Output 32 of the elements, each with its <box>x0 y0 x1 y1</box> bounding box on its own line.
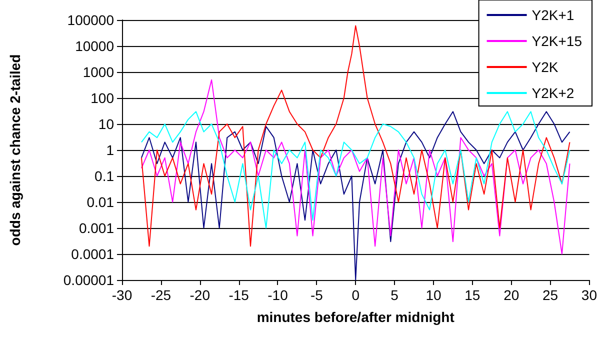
line-series <box>140 111 570 280</box>
y-axis-title: odds against chance 2-tailed <box>7 54 23 246</box>
legend-label: Y2K <box>532 59 559 75</box>
y-tick-label: 0.001 <box>78 220 114 236</box>
y-tick-label: 0.1 <box>94 168 114 184</box>
x-tick-label: -20 <box>190 287 210 303</box>
x-tick-label: -25 <box>150 287 172 303</box>
x-tick-label: 10 <box>426 287 442 303</box>
y-tick-label: 10 <box>98 116 114 132</box>
x-tick-label: 25 <box>542 287 558 303</box>
legend-label: Y2K+2 <box>532 85 574 101</box>
x-tick-label: -30 <box>112 287 132 303</box>
y-tick-label: 100000 <box>67 12 114 28</box>
legend-label: Y2K+1 <box>532 7 574 23</box>
y-tick-label: 100 <box>90 90 114 106</box>
legend-label: Y2K+15 <box>532 33 582 49</box>
x-tick-label: -10 <box>268 287 288 303</box>
x-tick-label: 30 <box>581 287 598 303</box>
y-tick-label: 0.00001 <box>63 272 114 288</box>
y-tick-label: 0.0001 <box>71 246 114 262</box>
y-tick-label: 0.01 <box>86 194 114 210</box>
line-series <box>140 111 570 228</box>
x-tick-label: 20 <box>504 287 520 303</box>
x-tick-label: 15 <box>464 287 480 303</box>
x-tick-label: 0 <box>352 287 360 303</box>
y-tick-label: 1000 <box>82 64 114 80</box>
x-tick-label: 5 <box>390 287 399 303</box>
x-tick-label: -5 <box>310 287 324 303</box>
x-axis-title: minutes before/after midnight <box>256 309 455 325</box>
y-tick-label: 10000 <box>75 38 114 54</box>
y-tick-label: 1 <box>106 142 114 158</box>
x-tick-label: -15 <box>228 287 250 303</box>
